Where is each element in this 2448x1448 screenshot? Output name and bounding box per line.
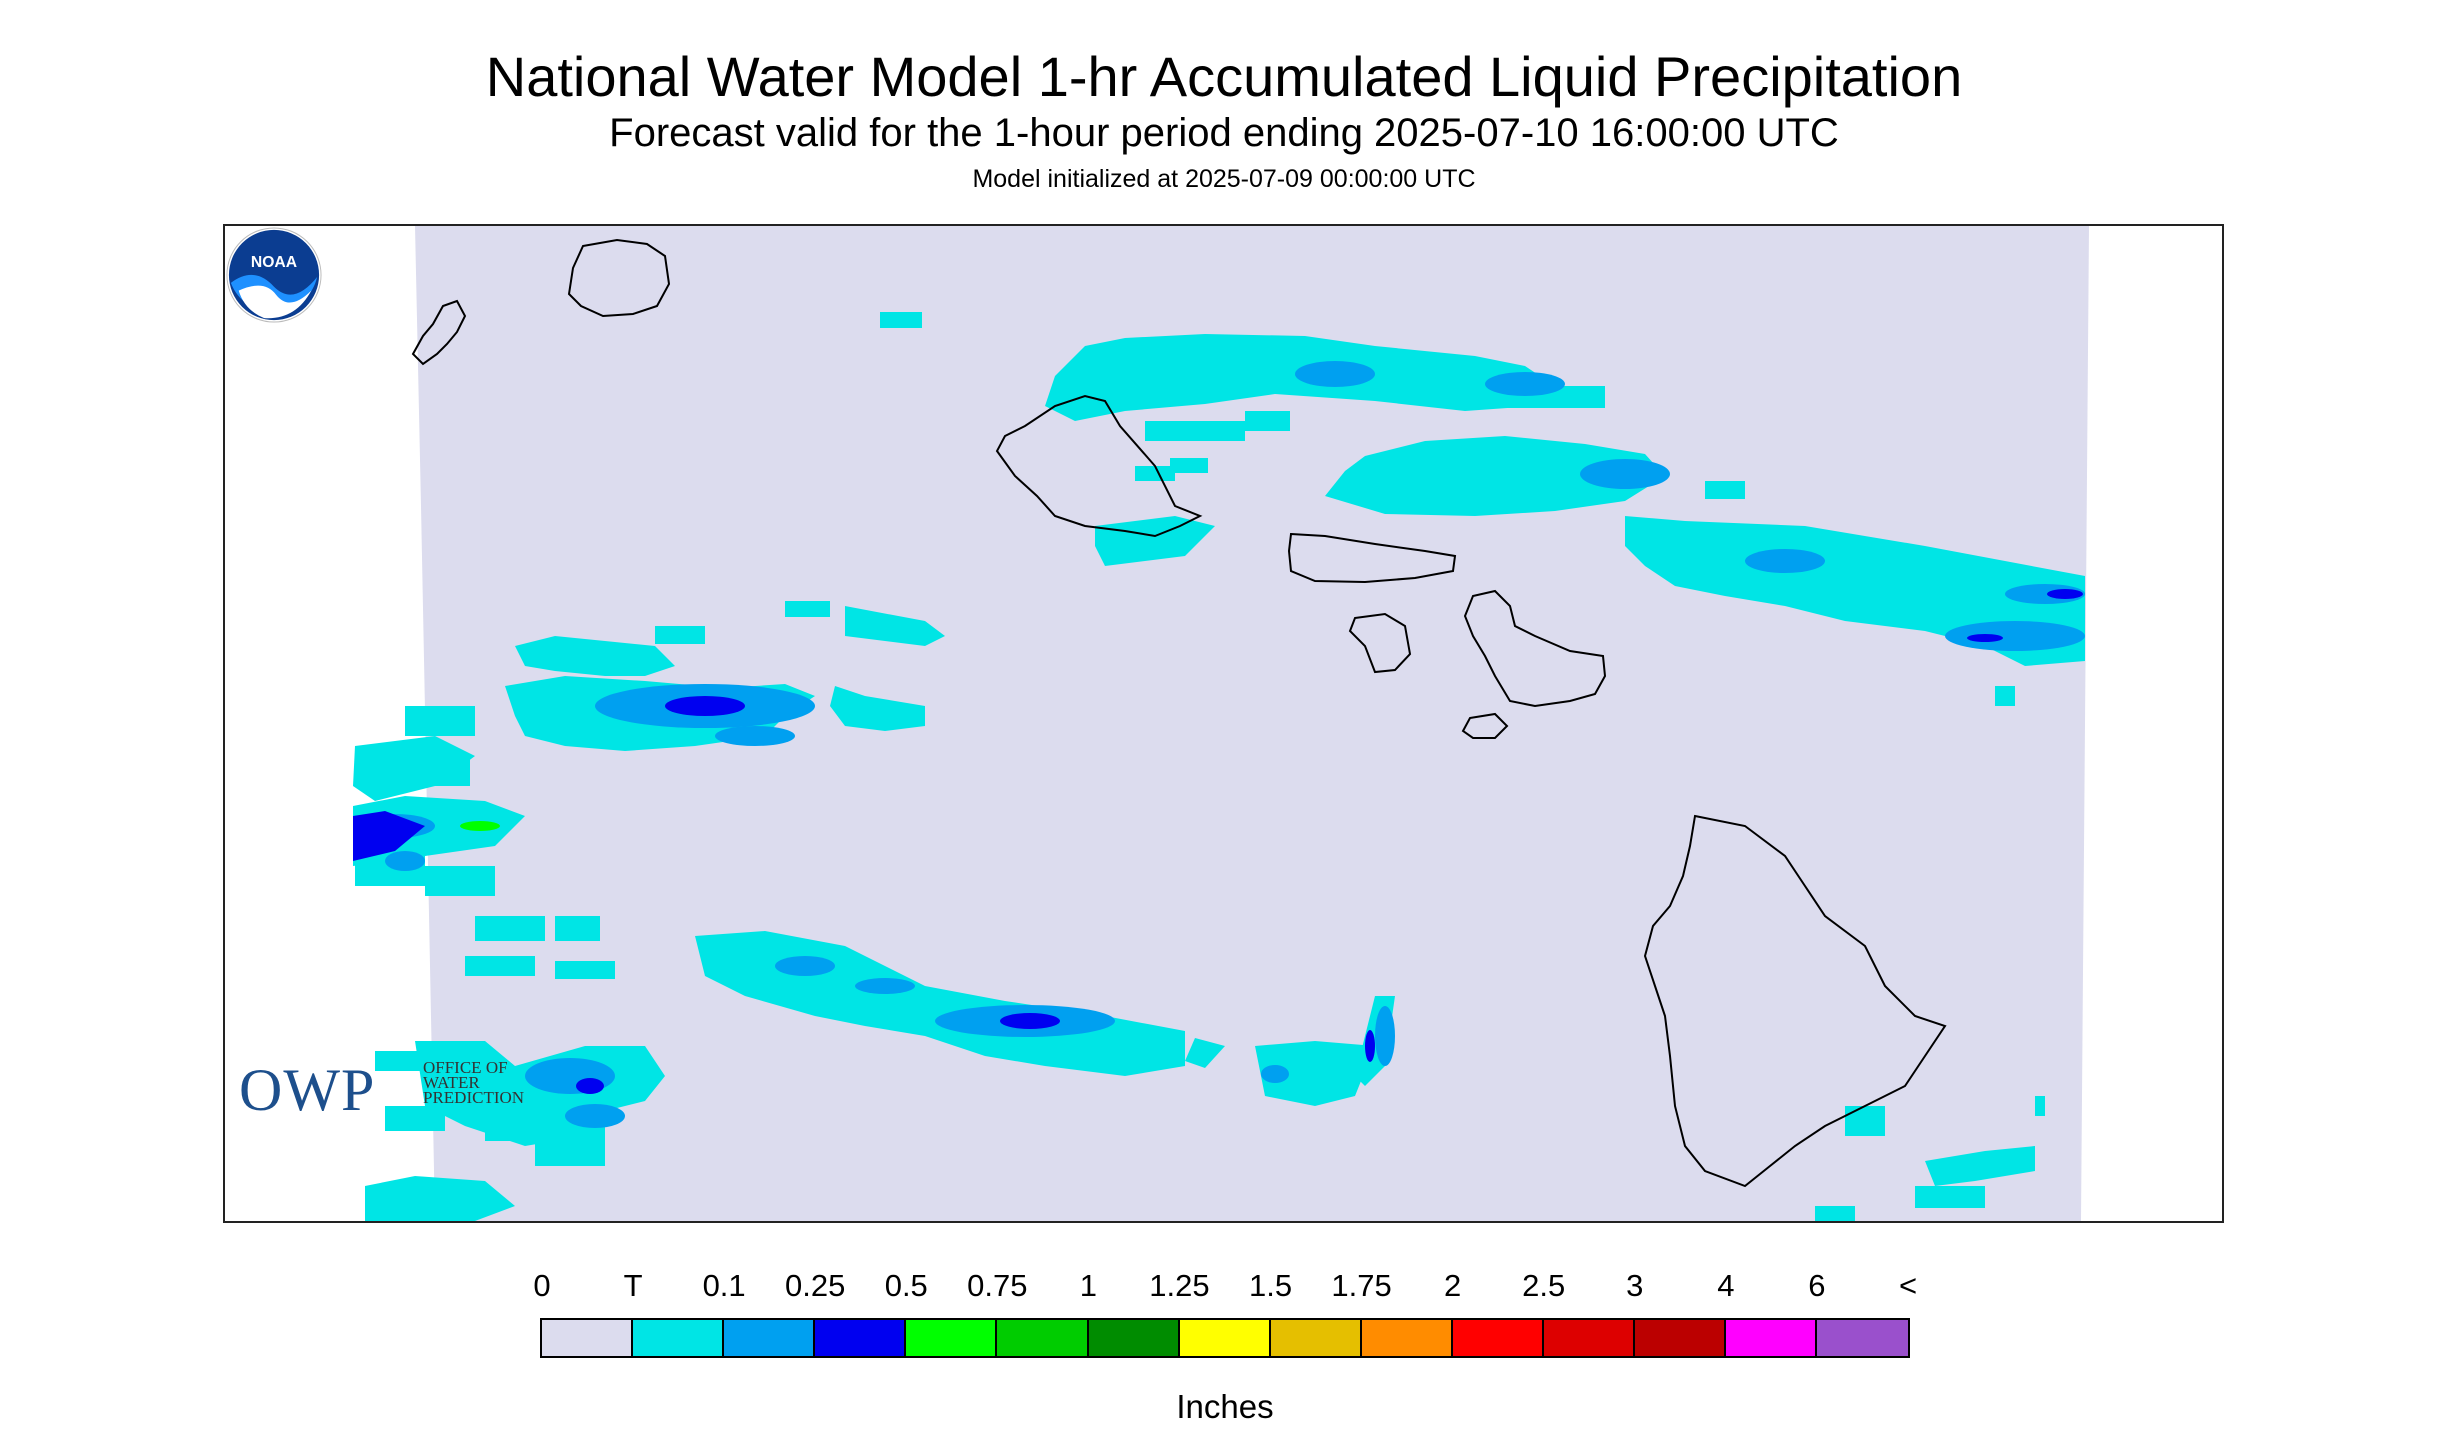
- legend-tick-label: 1.25: [1149, 1268, 1210, 1303]
- chart-title: National Water Model 1-hr Accumulated Li…: [485, 45, 1963, 108]
- coast-lanai: [1348, 612, 1412, 674]
- coast-molokai: [1287, 532, 1457, 584]
- legend-tick-label: 2: [1444, 1268, 1462, 1303]
- legend-tick-label: 1.5: [1248, 1268, 1293, 1303]
- legend-swatch: [1544, 1320, 1636, 1356]
- precip-0.25: [353, 589, 2083, 1094]
- legend-swatch: [1088, 1320, 1180, 1356]
- coast-kahoolawe: [1461, 712, 1509, 739]
- legend-swatch: [815, 1320, 907, 1356]
- legend-tick-label: 0.5: [884, 1268, 928, 1303]
- legend-tick-label: 3: [1626, 1268, 1644, 1303]
- precipitation-map: OWP OFFICE OF WATER PREDICTION NOAA: [223, 224, 2224, 1223]
- legend-tick-label: T: [623, 1268, 643, 1303]
- legend-swatch: [1179, 1320, 1271, 1356]
- legend-swatch: [1817, 1320, 1909, 1356]
- coast-maui: [1463, 589, 1607, 708]
- map-canvas: [353, 226, 2089, 1221]
- legend-swatch: [633, 1320, 725, 1356]
- legend-swatch: [997, 1320, 1089, 1356]
- legend-swatch: [1726, 1320, 1818, 1356]
- coast-oahu: [995, 394, 1203, 538]
- legend-tick-label: 2.5: [1522, 1268, 1566, 1303]
- legend-swatch: [1361, 1320, 1453, 1356]
- legend-tick-label: 6: [1808, 1268, 1826, 1303]
- noaa-logo: NOAA: [226, 227, 322, 323]
- coastlines: [411, 238, 1947, 1188]
- legend-tick-label: 1.75: [1331, 1268, 1392, 1303]
- legend-swatch: [724, 1320, 816, 1356]
- coast-kauai: [567, 238, 671, 318]
- noaa-logo-text: NOAA: [251, 254, 297, 271]
- legend-tick-label: 0: [533, 1268, 551, 1303]
- legend-swatch: [1270, 1320, 1362, 1356]
- legend-colorbar: [540, 1318, 1911, 1358]
- legend-swatch: [1635, 1320, 1727, 1356]
- legend-swatch: [542, 1320, 634, 1356]
- coast-niihau: [411, 299, 467, 366]
- legend-tick-label: 0.1: [702, 1268, 746, 1303]
- legend-swatch: [1452, 1320, 1545, 1356]
- owp-logo-subtext: OFFICE OF WATER PREDICTION: [423, 1058, 525, 1107]
- legend-tick-label: 4: [1717, 1268, 1735, 1303]
- legend-swatch: [906, 1320, 998, 1356]
- owp-logo-text: OWP: [239, 1057, 376, 1123]
- legend-tick-label: 0.75: [967, 1268, 1028, 1303]
- color-legend: 0 T 0.1 0.25 0.5 0.75 1 1.25 1.5 1.75 2 2.5 3 4 6 < Inc…: [533, 1268, 1917, 1448]
- valid-time-subtitle: Forecast valid for the 1-hour period end…: [609, 111, 1839, 155]
- coast-hawaii: [1643, 814, 1947, 1188]
- precip-0.5: [460, 821, 500, 831]
- model-init-line: Model initialized at 2025-07-09 00:00:00…: [972, 165, 1476, 193]
- legend-tick-label: 1: [1079, 1268, 1098, 1303]
- legend-units-label: Inches: [1176, 1388, 1274, 1425]
- owp-logo: OWP OFFICE OF WATER PREDICTION: [239, 1056, 559, 1123]
- legend-tick-label: <: [1898, 1268, 1918, 1303]
- legend-tick-label: 0.25: [785, 1268, 846, 1303]
